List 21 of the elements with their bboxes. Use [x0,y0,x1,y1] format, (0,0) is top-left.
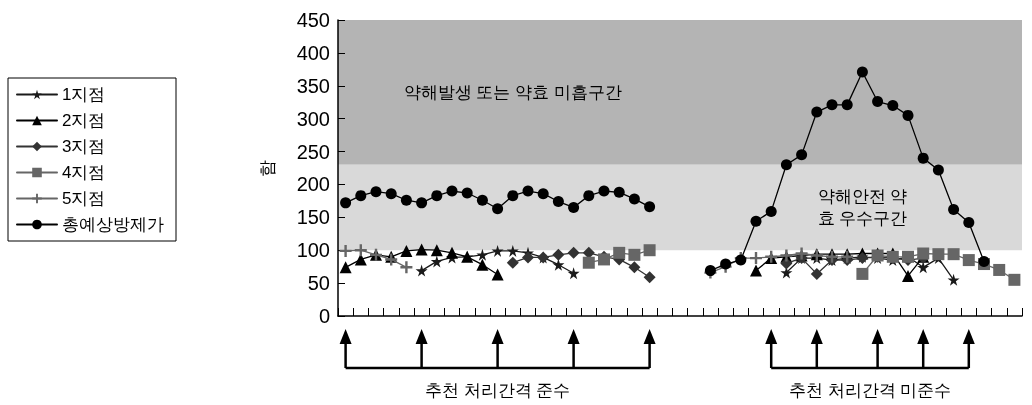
y-tick-label: 250 [296,140,330,163]
y-tick-label: 50 [307,272,330,295]
legend-label: 총예상방제가 [62,215,164,234]
band-label: 약해안전 약효 우수구간 [817,186,908,228]
text: 추천 처리간격 미준수 [788,380,952,400]
band-label: 약해발생 또는 약효 미흡구간 [403,82,622,102]
y-tick-label: 300 [296,107,330,130]
y-axis-title: 함 [258,159,277,177]
legend-label: 4지점 [62,163,106,182]
y-tick-label: 0 [318,305,330,327]
y-tick-label: 350 [296,74,330,97]
y-tick-label: 200 [296,173,330,196]
text: 추천 처리간격 준수 [424,380,571,400]
legend-label: 5지점 [62,189,106,208]
legend-label: 3지점 [62,137,106,156]
legend-label: 1지점 [62,85,106,104]
legend-label: 2지점 [62,111,106,130]
y-tick-label: 150 [296,206,330,229]
y-tick-label: 100 [296,239,330,262]
y-tick-label: 400 [296,41,330,64]
y-tick-label: 450 [296,9,330,31]
